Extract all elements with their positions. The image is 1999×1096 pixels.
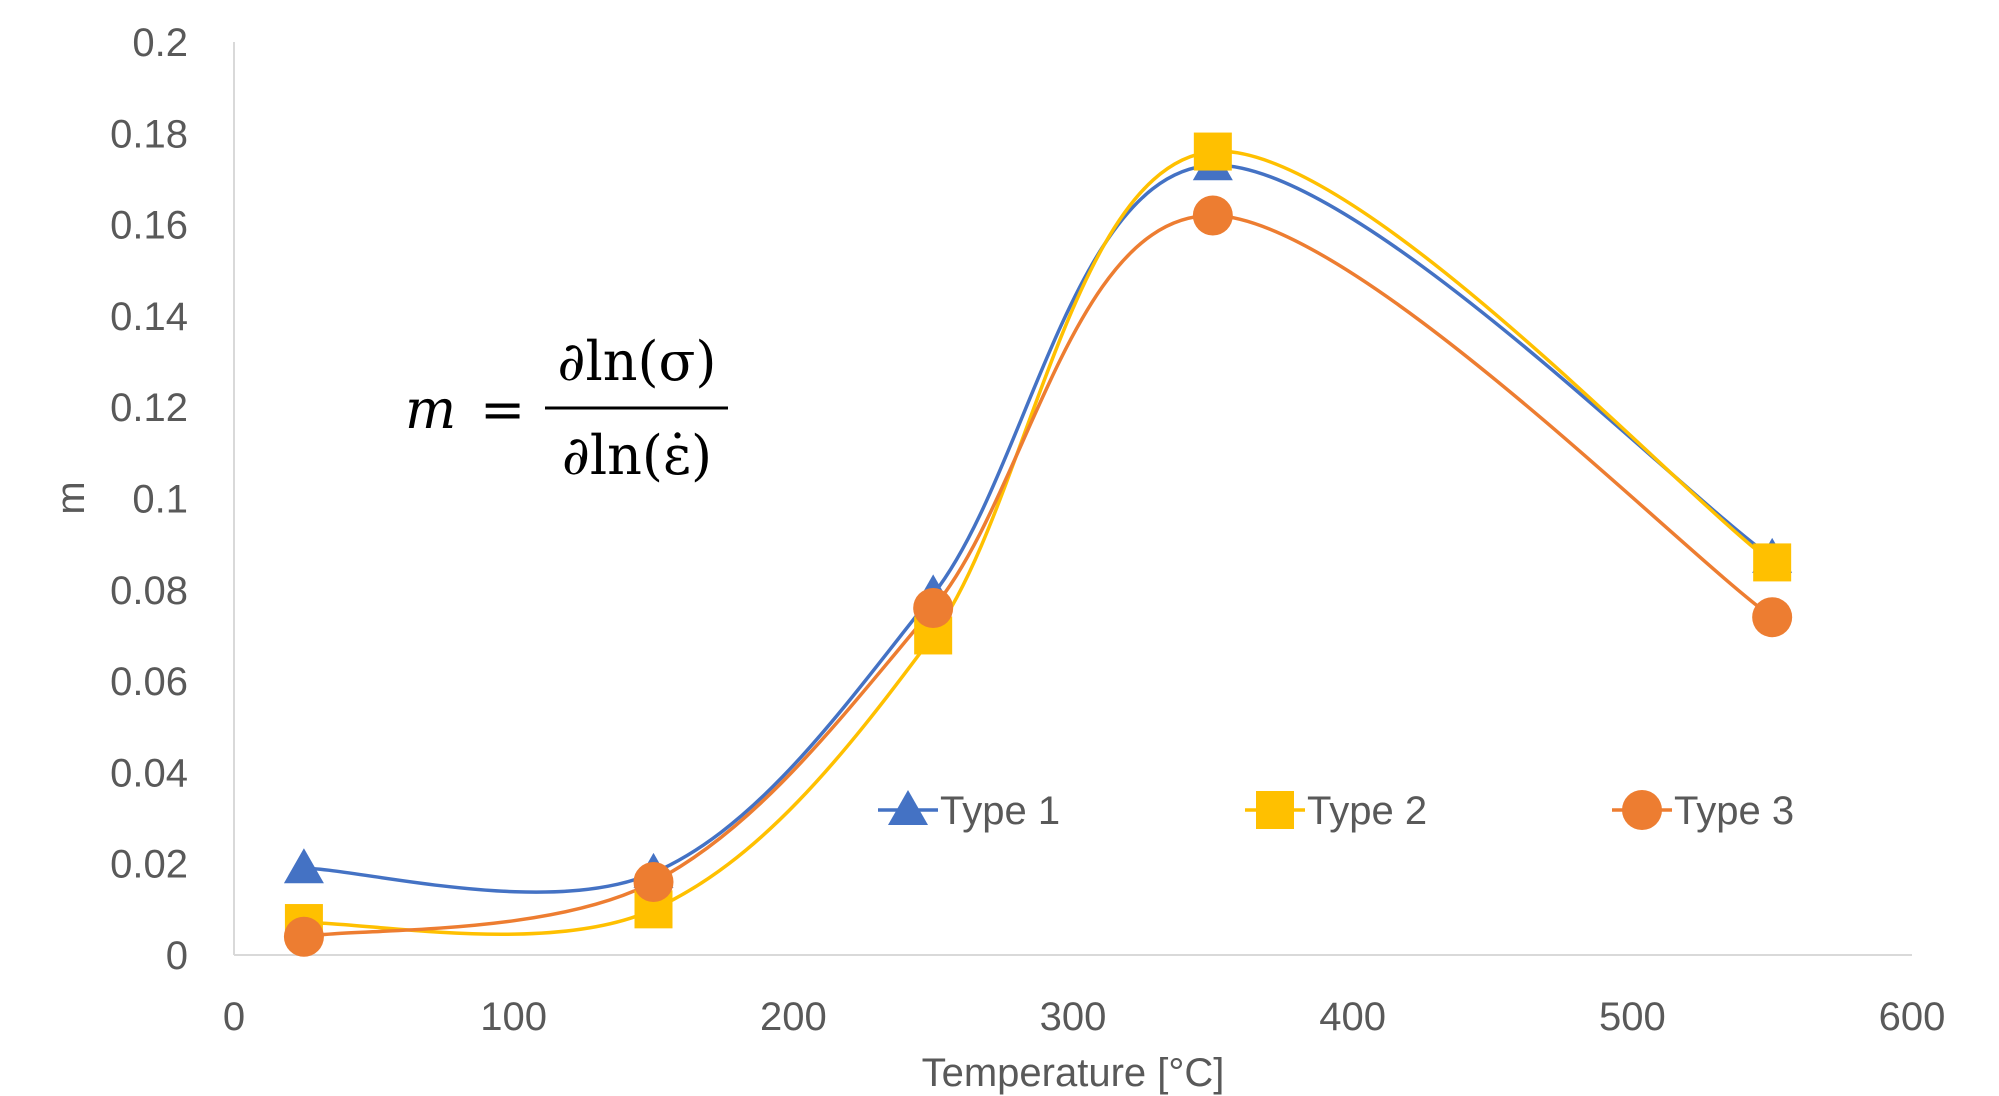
series-2-point xyxy=(1193,132,1232,171)
series-curves xyxy=(303,149,1774,939)
y-tick-label: 0.04 xyxy=(110,751,188,795)
formula-numerator: ∂ln(σ) xyxy=(558,330,717,393)
y-tick-label: 0.1 xyxy=(132,478,188,522)
x-tick-label: 200 xyxy=(760,995,827,1039)
axes xyxy=(233,42,1912,956)
formula-equals: = xyxy=(480,378,525,441)
legend-item-2: Type 2 xyxy=(1245,789,1427,833)
formula-annotation: m = ∂ln(σ) ∂ln(ε̇) xyxy=(405,330,728,487)
legend-marker xyxy=(888,790,928,825)
x-axis-title: Temperature [°C] xyxy=(922,1051,1225,1095)
legend-item-1: Type 1 xyxy=(878,789,1060,833)
legend: Type 1 Type 2 Type 3 xyxy=(878,789,1794,833)
legend-label: Type 2 xyxy=(1307,789,1427,833)
series-1-point xyxy=(283,848,324,884)
y-tick-label: 0.12 xyxy=(110,386,188,430)
x-tick-label: 400 xyxy=(1319,995,1386,1039)
y-tick-label: 0.08 xyxy=(110,569,188,613)
y-axis-title: m xyxy=(49,481,93,514)
series-line-3 xyxy=(303,213,1774,939)
legend-marker xyxy=(1622,790,1662,830)
series-markers xyxy=(283,132,1793,957)
x-tick-label: 300 xyxy=(1040,995,1107,1039)
x-tick-label: 600 xyxy=(1879,995,1946,1039)
y-tick-label: 0.02 xyxy=(110,843,188,887)
series-3-point xyxy=(913,588,954,629)
series-3-point xyxy=(1192,195,1233,236)
x-tick-label: 500 xyxy=(1599,995,1666,1039)
x-ticks: 0 100 200 300 400 500 600 xyxy=(223,995,1946,1039)
y-tick-label: 0.06 xyxy=(110,660,188,704)
x-tick-label: 100 xyxy=(480,995,547,1039)
legend-label: Type 1 xyxy=(940,789,1060,833)
series-3-point xyxy=(283,916,324,957)
formula-lhs: m xyxy=(405,378,456,441)
legend-label: Type 3 xyxy=(1674,789,1794,833)
y-tick-label: 0.14 xyxy=(110,295,188,339)
y-tick-label: 0.18 xyxy=(110,112,188,156)
series-2-point xyxy=(1753,543,1792,582)
series-line-1 xyxy=(303,163,1774,894)
series-3-point xyxy=(1752,597,1793,638)
y-tick-label: 0 xyxy=(166,934,188,978)
legend-item-3: Type 3 xyxy=(1612,789,1794,833)
y-tick-label: 0.2 xyxy=(132,21,188,65)
y-tick-label: 0.16 xyxy=(110,204,188,248)
series-line-2 xyxy=(303,149,1774,936)
series-3-point xyxy=(633,861,674,902)
legend-marker xyxy=(1256,791,1294,829)
y-ticks: 0 0.02 0.04 0.06 0.08 0.1 0.12 0.14 0.16 0.18 0.2 xyxy=(110,21,188,978)
formula-denominator: ∂ln(ε̇) xyxy=(562,424,712,487)
x-tick-label: 0 xyxy=(223,995,245,1039)
